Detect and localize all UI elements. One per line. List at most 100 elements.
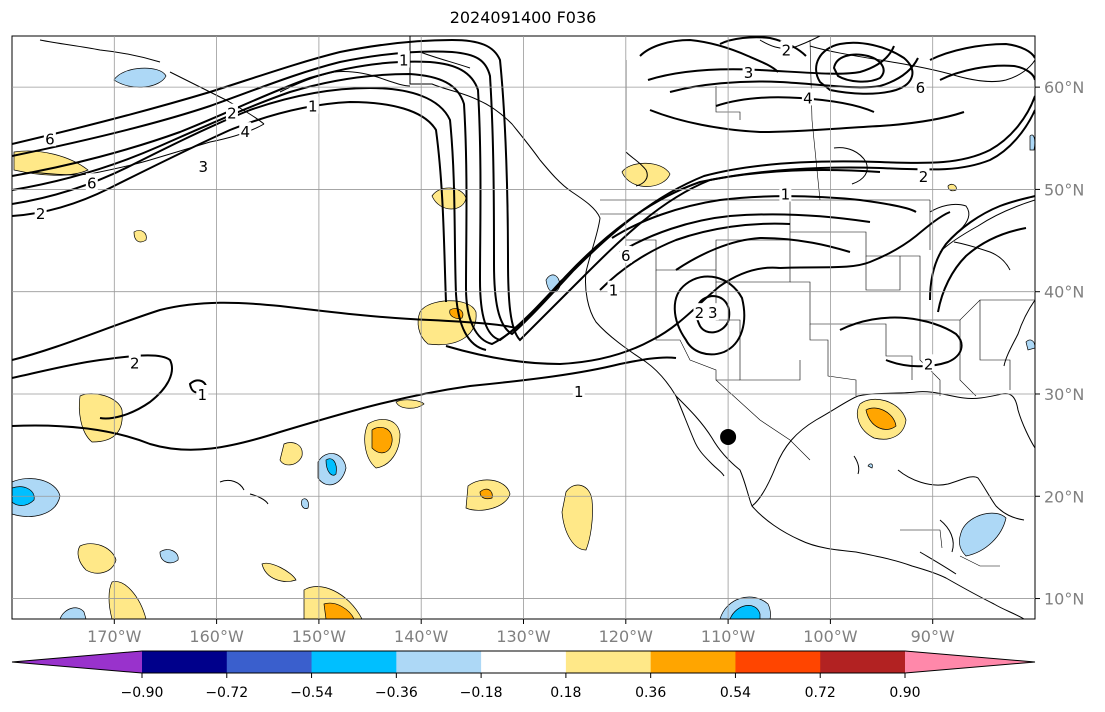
- contour-label-background: [572, 381, 585, 399]
- coastline: [419, 51, 471, 69]
- contour-label: 2: [130, 354, 140, 372]
- colorbar-segment: [820, 651, 906, 673]
- colorbar-segment: [311, 651, 397, 673]
- colorbar-segment: [650, 651, 736, 673]
- contour-line: [649, 109, 965, 134]
- contour-label: 3: [708, 304, 718, 322]
- contour-line: [599, 222, 791, 291]
- colorbar-tick-label: 0.18: [550, 685, 581, 701]
- lat-tick-label: 60°N: [1044, 78, 1084, 97]
- border: [865, 256, 901, 291]
- contour-label: 3: [744, 64, 754, 82]
- lon-tick-label: 150°W: [292, 627, 347, 646]
- contour-label: 1: [609, 282, 619, 300]
- coastline: [939, 519, 954, 553]
- coastline: [1003, 299, 1035, 367]
- contour-label: 1: [399, 52, 409, 70]
- border: [959, 555, 1000, 567]
- contour-line: [12, 50, 1035, 336]
- colorbar-tick-label: 0.36: [635, 685, 666, 701]
- contour-label-background: [239, 122, 252, 140]
- lon-tick-label: 130°W: [496, 627, 551, 646]
- contour-line: [12, 60, 881, 342]
- border: [900, 529, 943, 549]
- lat-tick-label: 50°N: [1044, 180, 1084, 199]
- contour-label: 2: [919, 168, 929, 186]
- border: [979, 300, 1011, 390]
- border: [715, 379, 811, 461]
- lon-tick-label: 100°W: [803, 627, 858, 646]
- contour-label: 3: [199, 158, 209, 176]
- contour-label: 2: [227, 105, 237, 123]
- shade-positive-area: [279, 442, 303, 466]
- colorbar-tick-label: 0.90: [889, 685, 920, 701]
- coastline: [929, 203, 970, 231]
- lon-tick-label: 160°W: [189, 627, 244, 646]
- colorbar-segment: [735, 651, 821, 673]
- colorbar-tick-label: −0.90: [121, 685, 164, 701]
- shade-positive-area: [108, 581, 147, 619]
- coastline: [675, 395, 725, 477]
- contour-line: [445, 266, 781, 366]
- shade-positive-area: [323, 602, 355, 619]
- contour-label-background: [917, 167, 930, 185]
- shade-negative-area: [1029, 134, 1035, 151]
- contour-label: 6: [45, 130, 55, 148]
- contour-label-background: [128, 353, 141, 371]
- colorbar-tick-label: −0.36: [375, 685, 418, 701]
- coastline: [953, 241, 1011, 271]
- shade-negative-area: [301, 498, 309, 509]
- contour-label-background: [306, 96, 319, 114]
- contour-line: [12, 356, 677, 451]
- colorbar-extend-high: [905, 651, 1035, 673]
- contour-line: [779, 211, 951, 269]
- gridline-layer: [12, 36, 1035, 619]
- lon-tick-label: 140°W: [394, 627, 449, 646]
- contour-line: [647, 45, 895, 81]
- contour-label: 2: [695, 304, 705, 322]
- colorbar-segment: [226, 651, 313, 673]
- contour-line: [12, 301, 517, 361]
- contour-line: [719, 36, 807, 57]
- colorbar-tick-label: 0.72: [805, 685, 836, 701]
- shade-negative-area: [159, 549, 179, 564]
- shade-negative-area: [959, 512, 1007, 557]
- contour-line: [937, 227, 1027, 313]
- lat-tick-label: 40°N: [1044, 283, 1084, 302]
- coastline: [279, 71, 411, 93]
- coastline: [29, 123, 265, 176]
- contour-label: 1: [308, 98, 318, 116]
- contour-label-background: [779, 184, 792, 202]
- shade-positive-area: [865, 407, 897, 430]
- contour-line: [12, 72, 563, 346]
- shade-negative-area: [325, 458, 337, 476]
- contour-label-background: [197, 156, 210, 174]
- lon-tick-label: 120°W: [599, 627, 654, 646]
- location-marker-layer: [720, 428, 737, 445]
- lon-tick-label: 170°W: [87, 627, 142, 646]
- contour-line: [12, 86, 487, 351]
- contour-line: [715, 96, 875, 113]
- contour-label-background: [780, 40, 793, 58]
- contour-label: 2: [924, 355, 934, 373]
- contour-line: [939, 64, 1035, 81]
- contour-label: 1: [574, 383, 584, 401]
- contour-label: 4: [240, 123, 250, 141]
- coastline: [897, 469, 1025, 521]
- contour-label-background: [914, 78, 927, 96]
- coastline: [853, 455, 860, 475]
- contour-label: 4: [803, 89, 813, 107]
- contour-label-background: [706, 303, 719, 321]
- colorbar-tick-label: 0.54: [720, 685, 751, 701]
- coastline: [219, 479, 245, 491]
- coastline: [919, 551, 957, 575]
- border: [790, 281, 856, 325]
- contour-label: 1: [781, 186, 791, 204]
- colorbar-tick-label: −0.18: [460, 685, 503, 701]
- contour-line: [675, 236, 851, 271]
- colorbar-segment: [565, 651, 652, 673]
- contour-label-background: [43, 129, 56, 147]
- colorbar-tick-label: −0.54: [290, 685, 333, 701]
- shade-negative-area: [113, 67, 167, 88]
- contour-line: [832, 53, 885, 83]
